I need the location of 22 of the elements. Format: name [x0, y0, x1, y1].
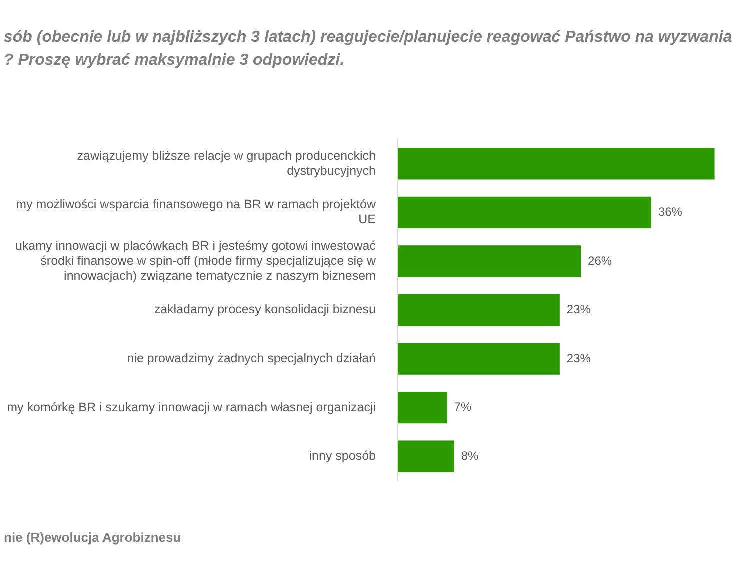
text: nie (R)ewolucja Agrobiznesu — [4, 530, 182, 545]
bar — [398, 148, 715, 180]
y-tick-label: my komórkę BR i szukamy innowacji w ramach własnej organizacji — [7, 400, 376, 414]
bar — [398, 196, 652, 229]
chart-title: sób (obecnie lub w najbliższych 3 latach) reagujecie/planujecie reagować Państwo na wyzwania ? Proszę wybrać maksymalnie 3 odpowiedzi. — [4, 28, 734, 71]
y-tick-label: inny sposób — [309, 449, 376, 464]
data-label: 36% — [658, 204, 683, 219]
data-label: 23% — [566, 302, 592, 317]
y-tick-label: nie prowadzimy żadnych specjalnych działań — [127, 351, 376, 366]
data-label: 26% — [588, 254, 612, 268]
bar — [398, 246, 582, 278]
y-tick-label: zakładamy procesy konsolidacji biznesu — [154, 302, 376, 317]
y-tick-label: my możliwości wsparcia finansowego na BR w ramach projektów UE — [16, 198, 377, 227]
y-tick-label: ukamy innowacji w placówkach BR i jesteśmy gotowi inwestować środki finansowe w spin-off (młode firmy specjalizujące się w innowacjach) związane tematycznie z naszym biznesem — [15, 238, 377, 283]
y-tick-label: zawiązujemy bliższe relacje w grupach producenckich dystrybucyjnych — [77, 148, 376, 178]
data-label: 7% — [454, 400, 472, 414]
data-label: 8% — [461, 448, 479, 463]
bar — [398, 343, 560, 375]
bar — [398, 440, 454, 472]
bar — [398, 392, 448, 424]
bar — [398, 294, 560, 326]
data-label: 23% — [566, 351, 592, 366]
